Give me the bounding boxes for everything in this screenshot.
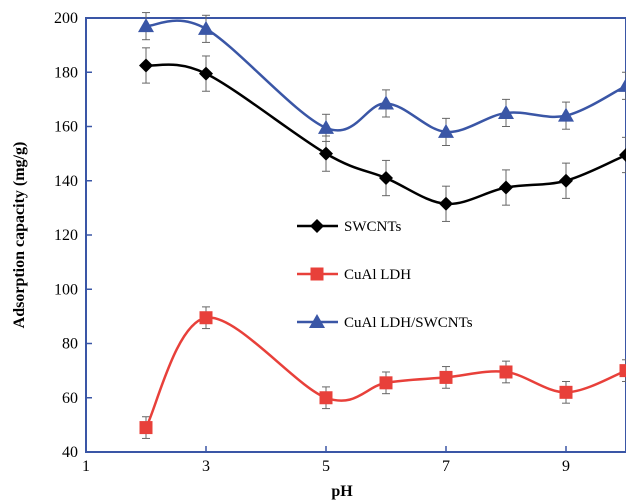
data-point	[199, 66, 213, 81]
data-point	[319, 391, 333, 405]
y-tick-label: 120	[54, 227, 78, 244]
data-point	[139, 421, 153, 435]
legend-label: CuAl LDH	[344, 267, 411, 283]
data-point	[619, 147, 626, 162]
legend-marker	[310, 267, 324, 281]
data-point	[198, 20, 214, 35]
legend-marker	[310, 219, 324, 233]
data-point	[558, 107, 574, 122]
data-point	[199, 311, 213, 325]
data-point	[438, 123, 454, 138]
y-tick-label: 60	[62, 390, 78, 407]
series-line	[145, 63, 626, 206]
data-point	[378, 95, 394, 110]
data-point	[318, 119, 334, 134]
x-axis-label: pH	[331, 483, 353, 500]
y-tick-label: 180	[54, 64, 78, 81]
data-point	[499, 180, 513, 195]
legend-marker	[309, 314, 325, 328]
series-line	[145, 19, 626, 134]
data-point	[319, 146, 333, 161]
y-tick-label: 40	[62, 444, 78, 461]
y-tick-label: 80	[62, 336, 78, 353]
y-tick-label: 140	[54, 173, 78, 190]
data-point	[619, 364, 626, 378]
data-point	[618, 77, 626, 92]
series-square	[139, 306, 626, 439]
x-tick-label: 5	[322, 458, 330, 475]
legend-label: CuAl LDH/SWCNTs	[344, 315, 473, 331]
x-tick-label: 3	[202, 458, 210, 475]
data-point	[379, 376, 393, 390]
data-point	[559, 173, 573, 188]
x-tick-label: 1	[82, 458, 90, 475]
data-point	[559, 385, 573, 399]
legend: SWCNTs CuAl LDH CuAl LDH/SWCNTs	[297, 219, 473, 331]
x-tick-label: 9	[562, 458, 570, 475]
y-axis-label: Adsorption capacity (mg/g)	[11, 142, 28, 329]
x-tick-label: 7	[442, 458, 450, 475]
y-tick-label: 100	[54, 281, 78, 298]
data-point	[439, 196, 453, 211]
y-tick-label: 200	[54, 10, 78, 27]
data-point	[439, 370, 453, 384]
legend-label: SWCNTs	[344, 219, 401, 235]
data-point	[498, 104, 514, 119]
series-layer	[138, 12, 626, 439]
axes: 40 60 80 100 120 140 160 180 200 1 3 5 7 9	[54, 10, 626, 475]
data-point	[138, 18, 154, 33]
data-point	[499, 365, 513, 379]
data-point	[379, 171, 393, 186]
series-triangle	[138, 12, 626, 146]
series-diamond	[139, 47, 626, 222]
y-tick-label: 160	[54, 119, 78, 136]
data-point	[139, 58, 153, 73]
